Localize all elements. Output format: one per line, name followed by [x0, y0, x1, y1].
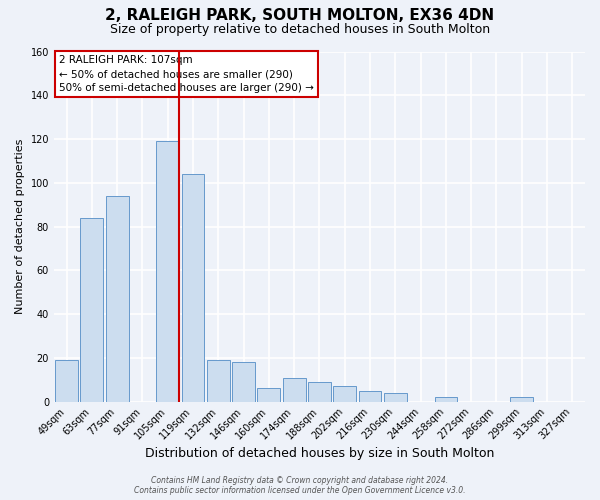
- Text: Size of property relative to detached houses in South Molton: Size of property relative to detached ho…: [110, 22, 490, 36]
- Bar: [80, 218, 103, 402]
- Bar: [283, 378, 305, 402]
- Bar: [359, 390, 382, 402]
- Bar: [207, 360, 230, 402]
- Bar: [308, 382, 331, 402]
- Text: Contains HM Land Registry data © Crown copyright and database right 2024.
Contai: Contains HM Land Registry data © Crown c…: [134, 476, 466, 495]
- Bar: [232, 362, 255, 402]
- Text: 2, RALEIGH PARK, SOUTH MOLTON, EX36 4DN: 2, RALEIGH PARK, SOUTH MOLTON, EX36 4DN: [106, 8, 494, 22]
- Bar: [55, 360, 78, 402]
- X-axis label: Distribution of detached houses by size in South Molton: Distribution of detached houses by size …: [145, 447, 494, 460]
- Bar: [334, 386, 356, 402]
- Text: 2 RALEIGH PARK: 107sqm
← 50% of detached houses are smaller (290)
50% of semi-de: 2 RALEIGH PARK: 107sqm ← 50% of detached…: [59, 55, 314, 93]
- Bar: [384, 393, 407, 402]
- Bar: [257, 388, 280, 402]
- Bar: [157, 141, 179, 402]
- Bar: [434, 397, 457, 402]
- Bar: [511, 397, 533, 402]
- Bar: [106, 196, 128, 402]
- Bar: [182, 174, 205, 402]
- Y-axis label: Number of detached properties: Number of detached properties: [15, 139, 25, 314]
